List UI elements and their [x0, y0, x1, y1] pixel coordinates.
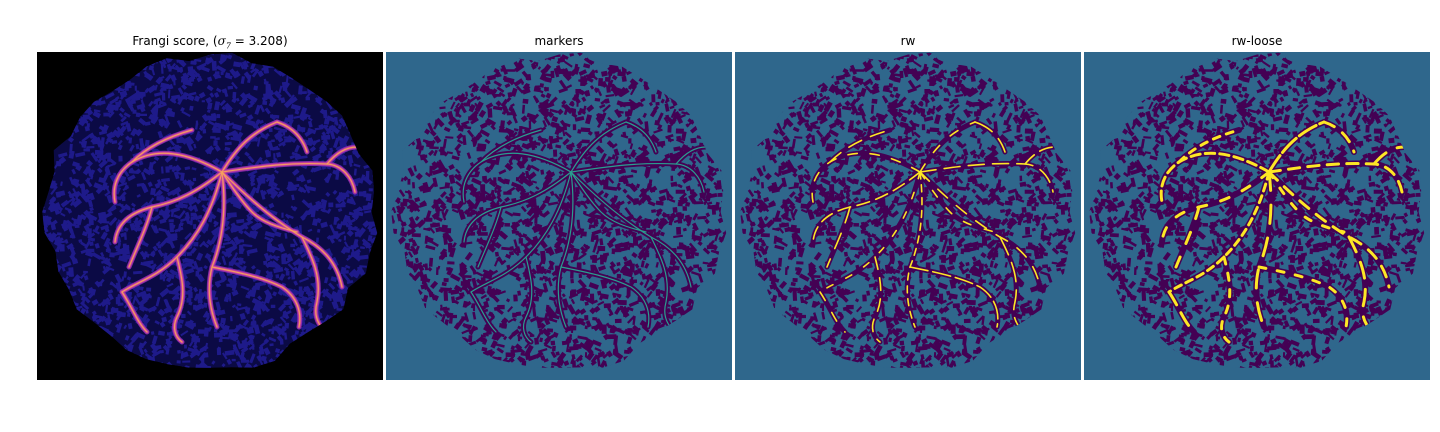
vessel-segment: [819, 291, 846, 333]
vessel-segment: [826, 206, 851, 268]
vessel-segment: [1177, 128, 1241, 164]
markers-image: [386, 52, 732, 380]
vessel-segment: [211, 266, 301, 328]
retina-disc: [740, 52, 1076, 368]
vessel-segment: [1024, 146, 1056, 165]
vessel-segment: [1267, 120, 1326, 174]
rw-loose-image: [1084, 52, 1430, 380]
vessel-segment: [870, 254, 884, 345]
vessel-segment: [974, 121, 1006, 153]
rw-loose-panel-title: rw-loose: [1231, 34, 1283, 48]
frangi-score-image: [37, 52, 383, 380]
vessel-segment: [276, 121, 308, 153]
vessel-segment: [1257, 265, 1349, 329]
vessel-segment: [522, 256, 533, 343]
vessel-segment: [909, 266, 999, 328]
rw-panel-title: rw: [900, 34, 916, 48]
rw-image: [735, 52, 1081, 380]
frangi-panel-title: Frangi score, (σ7 = 3.208): [37, 34, 383, 50]
sigma-symbol: σ: [217, 34, 226, 48]
vessel-segment: [128, 206, 153, 268]
vessel-segment: [919, 171, 996, 233]
vessel-segment: [1254, 170, 1273, 329]
retina-disc: [391, 52, 727, 368]
frangi-title-suffix: = 3.208): [230, 34, 288, 48]
retina-disc: [1089, 52, 1425, 368]
vessel-segment: [221, 121, 278, 173]
vessel-segment: [829, 129, 891, 163]
markers-panel-title: markers: [534, 34, 584, 48]
vessel-segment: [221, 171, 298, 233]
vessel-segment: [470, 291, 497, 333]
frangi-image-panel: [37, 52, 383, 380]
vessel-segment: [1267, 170, 1346, 234]
vessel-segment: [1322, 120, 1356, 154]
vessel-segment: [570, 171, 647, 233]
vessel-segment: [1372, 145, 1406, 166]
vessel-segment: [131, 129, 193, 163]
vessel-segment: [1167, 290, 1196, 334]
sigma-subscript: 7: [225, 41, 231, 51]
markers-image-panel: [386, 52, 732, 380]
vessel-segment: [221, 162, 356, 193]
vessel-segment: [560, 266, 650, 328]
vessel-segment: [1267, 162, 1404, 194]
vessel-segment: [570, 162, 705, 193]
vessel-segment: [919, 121, 976, 173]
vessel-segment: [1167, 170, 1271, 294]
vessel-segment: [173, 256, 184, 343]
retina-disc: [42, 52, 378, 368]
vessel-segment: [477, 206, 502, 268]
vessel-segment: [919, 162, 1054, 193]
vessel-segment: [1174, 205, 1201, 269]
rw-loose-image-panel: [1084, 52, 1430, 380]
rw-image-panel: [735, 52, 1081, 380]
vessel-segment: [570, 121, 627, 173]
vessel-segment: [326, 146, 358, 165]
vessel-segment: [1220, 255, 1232, 344]
vessel-segment: [675, 146, 707, 165]
vessel-segment: [121, 291, 148, 333]
vessel-segment: [480, 129, 542, 163]
vessel-segment: [625, 121, 657, 153]
vessel-segment: [1267, 170, 1391, 289]
frangi-title-prefix: Frangi score, (: [132, 34, 218, 48]
